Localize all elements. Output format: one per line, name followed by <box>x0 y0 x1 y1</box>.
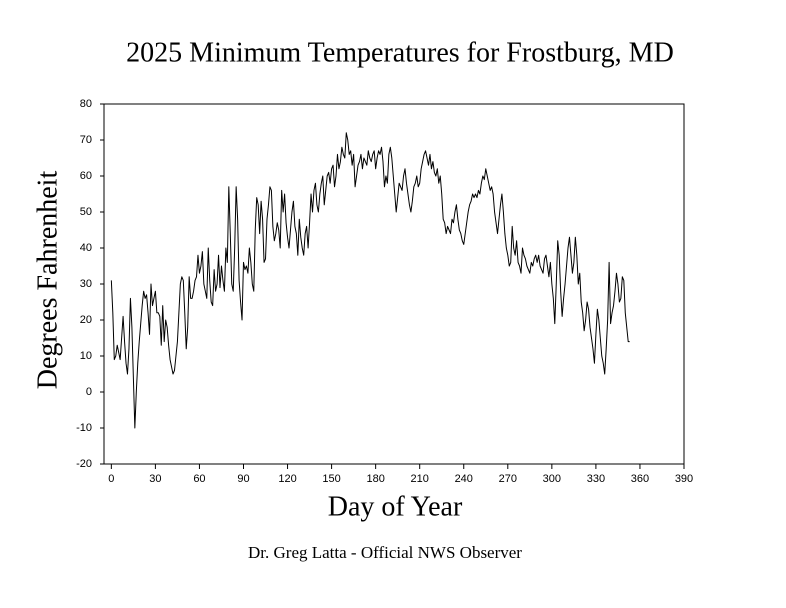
x-tick-label: 390 <box>675 473 693 485</box>
x-tick-label: 180 <box>366 473 384 485</box>
y-axis-label: Degrees Fahrenheit <box>32 171 63 390</box>
y-tick-label: 50 <box>80 206 92 218</box>
y-tick-label: 60 <box>80 170 92 182</box>
y-tick-label: 80 <box>80 98 92 110</box>
x-tick-label: 270 <box>499 473 517 485</box>
x-tick-label: 240 <box>455 473 473 485</box>
temperature-line <box>110 132 630 429</box>
x-tick-label: 360 <box>631 473 649 485</box>
x-tick-label: 330 <box>587 473 605 485</box>
y-tick-label: 10 <box>80 350 92 362</box>
x-tick-label: 120 <box>278 473 296 485</box>
y-tick-label: -20 <box>76 458 92 470</box>
y-tick-label: 70 <box>80 134 92 146</box>
x-axis-label: Day of Year <box>328 491 463 522</box>
y-tick-label: -10 <box>76 422 92 434</box>
x-tick-label: 60 <box>193 473 205 485</box>
x-tick-label: 210 <box>411 473 429 485</box>
x-tick-label: 30 <box>149 473 161 485</box>
chart-title: 2025 Minimum Temperatures for Frostburg,… <box>126 37 674 68</box>
x-tick-label: 0 <box>108 473 114 485</box>
x-tick-label: 150 <box>322 473 340 485</box>
y-tick-label: 40 <box>80 242 92 254</box>
y-tick-label: 30 <box>80 278 92 290</box>
y-tick-label: 0 <box>86 386 92 398</box>
x-tick-label: 300 <box>543 473 561 485</box>
x-tick-label: 90 <box>237 473 249 485</box>
y-tick-label: 20 <box>80 314 92 326</box>
footer: Dr. Greg Latta - Official NWS Observer <box>248 543 522 562</box>
